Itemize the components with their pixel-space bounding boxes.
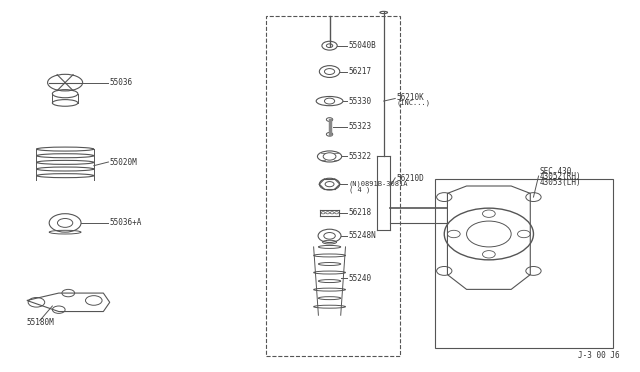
Bar <box>266 16 399 356</box>
Text: 55036: 55036 <box>109 78 133 87</box>
Text: 55020M: 55020M <box>109 157 138 167</box>
Text: 55323: 55323 <box>349 122 372 131</box>
Text: 43052(RH): 43052(RH) <box>540 172 582 181</box>
Text: 56218: 56218 <box>349 208 372 217</box>
Text: ( 4 ): ( 4 ) <box>349 186 370 193</box>
Text: 55040B: 55040B <box>349 41 376 50</box>
Text: 55240: 55240 <box>349 274 372 283</box>
Text: 56217: 56217 <box>349 67 372 76</box>
Text: J-3 00 J6: J-3 00 J6 <box>578 350 620 359</box>
Bar <box>435 179 613 349</box>
Text: 43053(LH): 43053(LH) <box>540 178 582 187</box>
Text: 56210K: 56210K <box>396 93 424 102</box>
Text: (N)0891B-3081A: (N)0891B-3081A <box>349 181 408 187</box>
Text: 55248N: 55248N <box>349 231 376 240</box>
Text: SEC.430: SEC.430 <box>540 167 572 176</box>
Text: 56210D: 56210D <box>396 174 424 183</box>
Text: 55180M: 55180M <box>27 318 54 327</box>
Text: 55330: 55330 <box>349 97 372 106</box>
Text: 55036+A: 55036+A <box>109 218 142 227</box>
Text: (INC...): (INC...) <box>396 100 431 106</box>
Text: 55322: 55322 <box>349 152 372 161</box>
